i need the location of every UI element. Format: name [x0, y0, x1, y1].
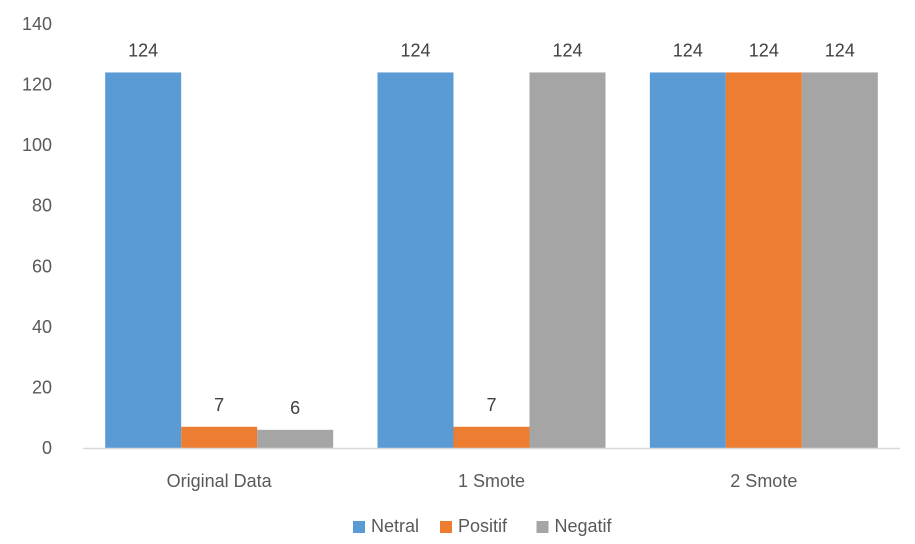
y-tick-label: 40	[32, 317, 52, 337]
data-labels: 124 7 6 124 7 124 124 124 124	[128, 40, 855, 417]
bar-netral	[377, 72, 454, 448]
legend-swatch	[440, 521, 452, 533]
legend-swatch	[536, 521, 549, 533]
data-label: 124	[128, 40, 158, 60]
bars	[105, 72, 878, 448]
y-axis: 0 20 40 60 80 100 120 140	[22, 14, 52, 458]
legend-item-positif: Positif	[440, 516, 508, 536]
y-tick-label: 140	[22, 14, 52, 34]
data-label: 124	[673, 40, 703, 60]
y-tick-label: 20	[32, 377, 52, 397]
x-tick-label: 1 Smote	[458, 471, 525, 491]
data-label: 124	[825, 40, 855, 60]
data-label: 7	[214, 395, 224, 415]
y-tick-label: 0	[42, 438, 52, 458]
y-tick-label: 120	[22, 75, 52, 95]
legend-label: Netral	[371, 516, 419, 536]
bar-positif	[453, 426, 530, 448]
legend-item-negatif: Negatif	[536, 516, 613, 536]
legend-swatch	[353, 521, 365, 533]
x-tick-label: 2 Smote	[730, 471, 797, 491]
bar-negatif	[257, 429, 334, 448]
bar-netral	[649, 72, 726, 448]
legend-label: Negatif	[555, 516, 613, 536]
data-label: 7	[486, 395, 496, 415]
data-label: 124	[400, 40, 430, 60]
bar-positif	[181, 426, 258, 448]
y-tick-label: 60	[32, 256, 52, 276]
legend: Netral Positif Negatif	[353, 516, 613, 536]
legend-item-netral: Netral	[353, 516, 419, 536]
bar-positif	[725, 72, 802, 448]
x-tick-label: Original Data	[167, 471, 273, 491]
bar-negatif	[801, 72, 878, 448]
data-label: 6	[290, 398, 300, 418]
y-tick-label: 80	[32, 196, 52, 216]
data-label: 124	[749, 40, 779, 60]
bar-netral	[105, 72, 182, 448]
bar-negatif	[529, 72, 606, 448]
data-label: 124	[552, 40, 582, 60]
x-axis: Original Data 1 Smote 2 Smote	[83, 447, 900, 491]
y-tick-label: 100	[22, 135, 52, 155]
legend-label: Positif	[458, 516, 508, 536]
